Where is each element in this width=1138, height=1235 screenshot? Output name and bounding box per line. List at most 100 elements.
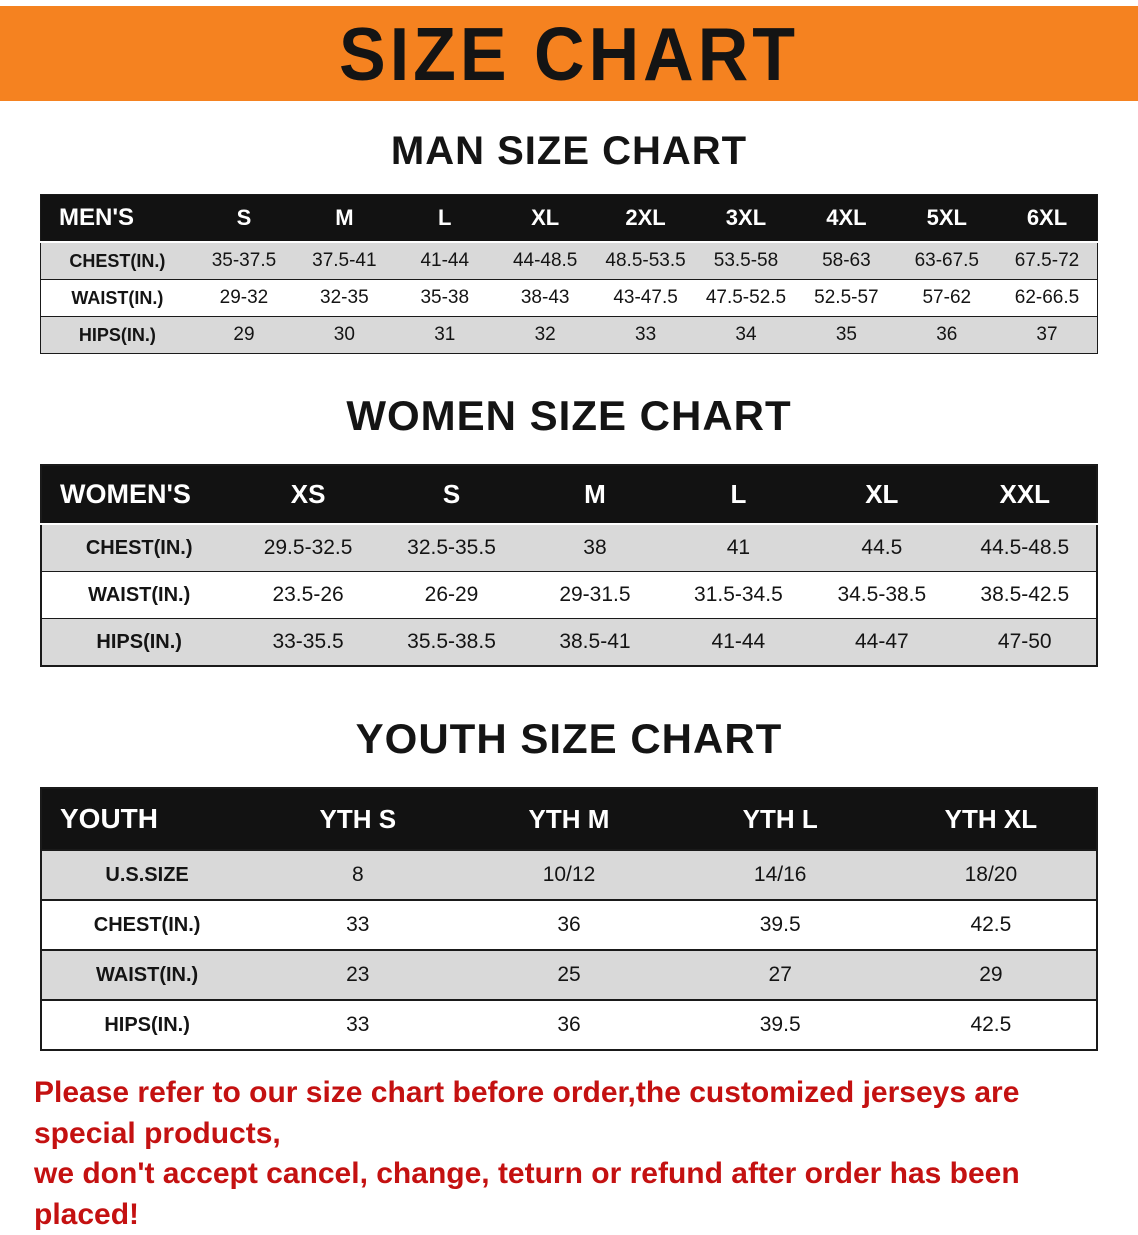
measurement-value-cell: 18/20 [964,863,1018,886]
youth-size-table: YOUTH YTH S YTH M YTH L YTH XL U.S.SIZE 8 10/12… [40,787,1098,1051]
section-youth-size-chart: YOUTH SIZE CHART YOUTH YTH S YTH M YTH L YTH… [0,715,1138,1051]
size-column-header: 5XL [896,194,997,242]
measurement-label-cell: CHEST(IN.) [85,536,193,559]
measurement-value-cell: 31 [434,324,456,345]
measurement-value-cell: 29 [233,324,255,345]
size-column-header: XXL [953,465,1097,524]
size-column-header: 4XL [796,194,897,242]
measurement-row: HIPS(IN.) 33 36 39.5 42.5 [41,1000,1097,1050]
measurement-value-cell: 53.5-58 [713,250,779,271]
measurement-value-cell: 48.5-53.5 [605,250,686,271]
measurement-value-cell: 38-43 [520,287,570,308]
measurement-value-cell: 43-47.5 [613,287,678,308]
measurement-value-cell: 27 [768,963,792,986]
measurement-label-cell: HIPS(IN.) [78,324,156,345]
size-column-header: 2XL [595,194,696,242]
measurement-row: WAIST(IN.) 23 25 27 29 [41,950,1097,1000]
table-header-row: MEN'S S M L XL 2XL 3XL 4XL 5XL 6XL [40,194,1098,242]
section-women-size-chart: WOMEN SIZE CHART WOMEN'S XS S M L XL XXL CHEST(… [0,392,1138,667]
measurement-value-cell: 42.5 [970,913,1012,936]
measurement-value-cell: 30 [333,324,355,345]
size-column-header: S [193,194,295,242]
measurement-value-cell: 36 [557,1013,581,1036]
womens-size-table: WOMEN'S XS S M L XL XXL CHEST(IN.) 29.5-32.5 32.5… [40,464,1098,667]
measurement-value-cell: 37 [1036,324,1058,345]
measurement-value-cell: 14/16 [753,863,807,886]
measurement-value-cell: 29 [979,963,1003,986]
measurement-value-cell: 35-37.5 [211,250,277,271]
measurement-value-cell: 62-66.5 [1014,287,1080,308]
measurement-value-cell: 41-44 [711,630,766,653]
disclaimer-line-2: we don't accept cancel, change, teturn o… [34,1157,1020,1231]
mens-size-table: MEN'S S M L XL 2XL 3XL 4XL 5XL 6XL CHEST(IN.) 35-37… [40,194,1098,354]
measurement-label-cell: CHEST(IN.) [69,250,166,271]
size-column-header: XL [810,465,954,524]
table-header-row: WOMEN'S XS S M L XL XXL [41,465,1097,524]
measurement-value-cell: 8 [351,863,364,886]
measurement-value-cell: 29-32 [219,287,269,308]
measurement-value-cell: 39.5 [759,1013,801,1036]
measurement-value-cell: 41 [726,536,751,559]
measurement-value-cell: 44.5 [861,536,903,559]
measurement-value-cell: 34.5-38.5 [837,583,927,606]
measurement-value-cell: 63-67.5 [914,250,980,271]
page-title: SIZE CHART [339,11,799,96]
measurement-label-cell: WAIST(IN.) [95,963,199,986]
table-title-cell: YOUTH [41,788,253,850]
size-column-header: YTH M [463,788,675,850]
disclaimer-line-1: Please refer to our size chart before or… [34,1076,1020,1150]
measurement-value-cell: 39.5 [759,913,801,936]
measurement-value-cell: 44-47 [854,630,909,653]
measurement-label-cell: HIPS(IN.) [104,1013,190,1036]
order-disclaimer: Please refer to our size chart before or… [34,1073,1104,1235]
table-header-row: YOUTH YTH S YTH M YTH L YTH XL [41,788,1097,850]
size-column-header: 3XL [695,194,797,242]
measurement-value-cell: 32-35 [320,287,369,308]
measurement-row: CHEST(IN.) 33 36 39.5 42.5 [41,900,1097,950]
measurement-row: U.S.SIZE 8 10/12 14/16 18/20 [41,850,1097,900]
measurement-value-cell: 23 [346,963,370,986]
size-column-header: 6XL [997,194,1098,242]
measurement-value-cell: 44-48.5 [512,250,578,271]
measurement-value-cell: 67.5-72 [1014,250,1080,271]
measurement-label-cell: WAIST(IN.) [71,287,164,308]
size-column-header: M [523,465,667,524]
measurement-row: WAIST(IN.) 29-32 32-35 35-38 38-43 43-47.5 47.… [40,280,1098,317]
measurement-row: WAIST(IN.) 23.5-26 26-29 29-31.5 31.5-34.5 34… [41,572,1097,619]
table-title-cell: WOMEN'S [41,465,237,524]
table-title-cell: MEN'S [40,194,194,242]
measurement-value-cell: 44.5-48.5 [980,536,1070,559]
size-column-header: L [394,194,495,242]
measurement-value-cell: 23.5-26 [272,583,344,606]
measurement-value-cell: 47.5-52.5 [705,287,787,308]
size-column-header: YTH L [674,788,886,850]
measurement-label-cell: HIPS(IN.) [96,630,182,653]
measurement-value-cell: 31.5-34.5 [694,583,783,606]
measurement-value-cell: 47-50 [997,630,1052,653]
size-column-header: XL [494,194,596,242]
size-column-header: S [379,465,524,524]
measurement-value-cell: 36 [936,324,958,345]
size-column-header: M [294,194,395,242]
measurement-label-cell: WAIST(IN.) [88,583,191,606]
measurement-value-cell: 25 [557,963,581,986]
measurement-value-cell: 29.5-32.5 [263,536,353,559]
measurement-value-cell: 29-31.5 [559,583,631,606]
measurement-value-cell: 38.5-41 [559,630,631,653]
measurement-value-cell: 33 [346,1013,370,1036]
measurement-value-cell: 58-63 [822,250,871,271]
youth-size-chart-heading: YOUTH SIZE CHART [355,715,783,762]
measurement-row: HIPS(IN.) 29 30 31 32 33 34 35 36 37 [40,316,1098,354]
size-column-header: YTH S [252,788,464,850]
measurement-value-cell: 26-29 [424,583,479,606]
size-column-header: XS [236,465,380,524]
measurement-value-cell: 33-35.5 [272,630,344,653]
measurement-value-cell: 35.5-38.5 [407,630,496,653]
measurement-value-cell: 38.5-42.5 [980,583,1070,606]
section-man-size-chart: MAN SIZE CHART MEN'S S M L XL 2XL 3XL 4XL 5XL 6XL… [0,129,1138,354]
measurement-value-cell: 10/12 [542,863,596,886]
measurement-value-cell: 32 [534,324,556,345]
measurement-value-cell: 33 [635,324,657,345]
measurement-value-cell: 36 [557,913,581,936]
size-chart-banner: SIZE CHART [0,6,1138,101]
